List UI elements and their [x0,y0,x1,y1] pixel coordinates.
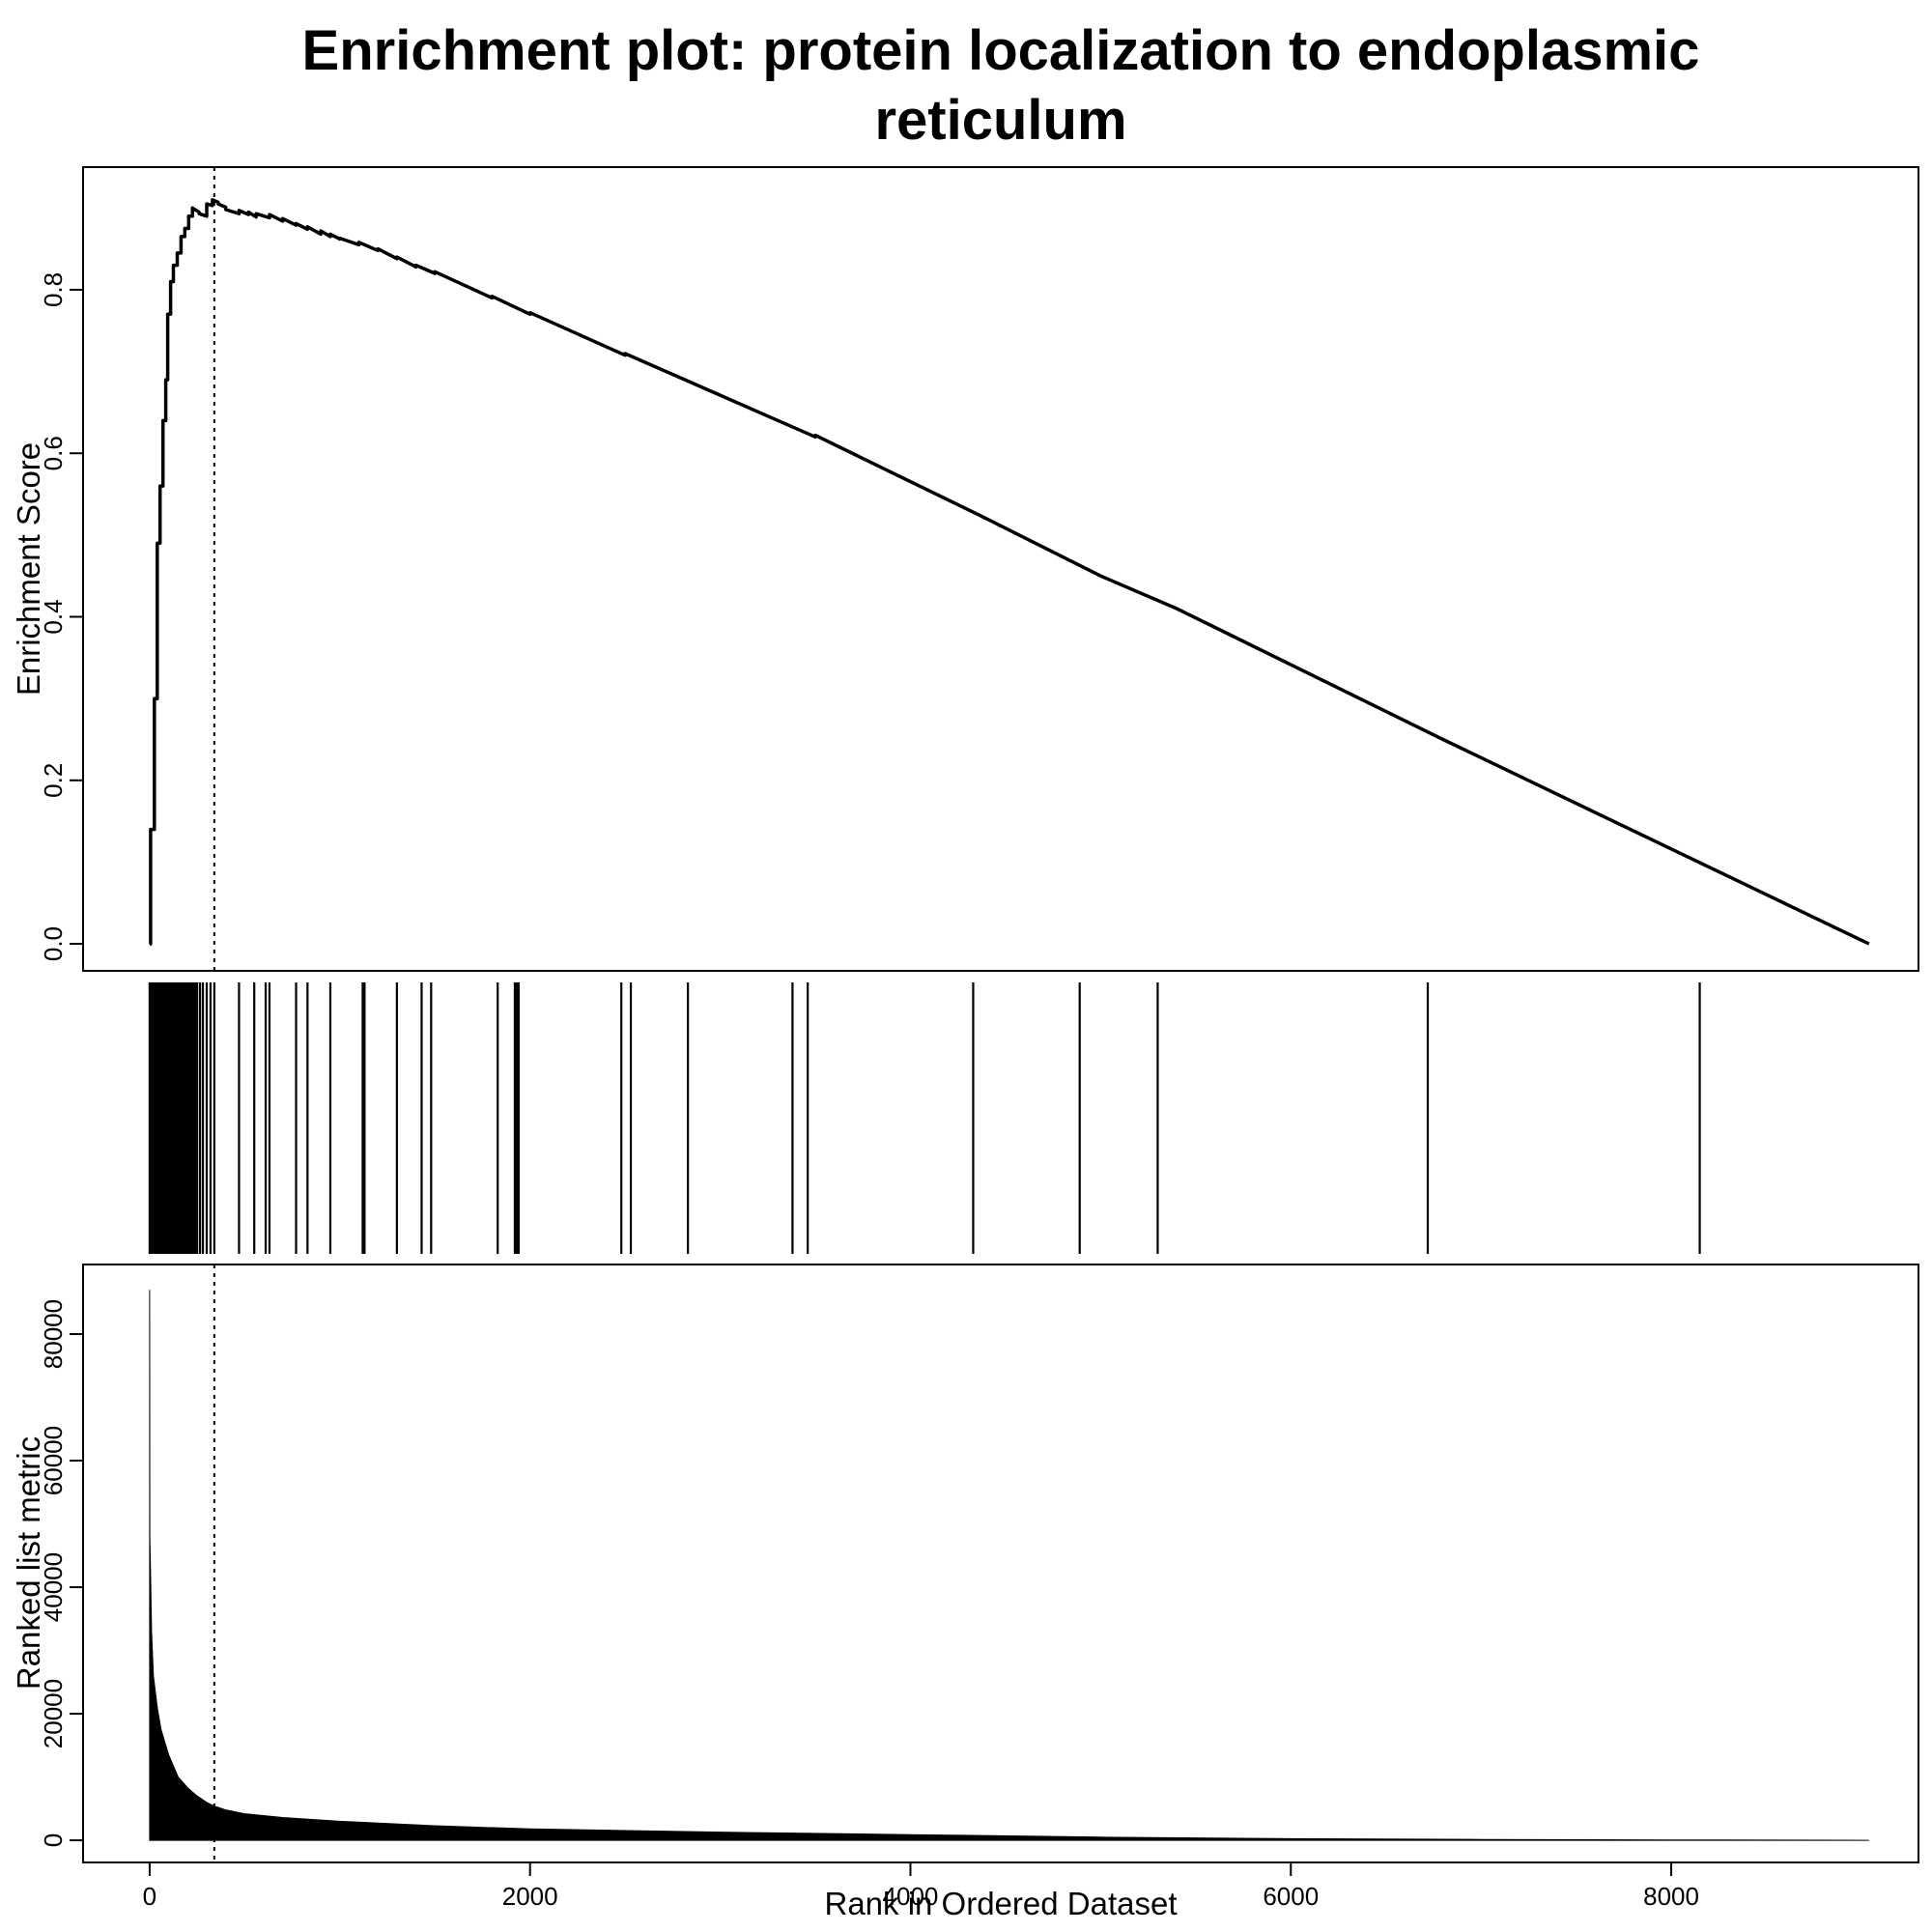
metric-y-tick-label: 80000 [39,1299,68,1369]
metric-x-axis: 0 2000 4000 6000 8000 [143,1862,1699,1911]
es-y-tick-label: 0.8 [39,272,68,307]
es-y-axis: 0.0 0.2 0.4 0.6 0.8 [39,272,83,961]
es-y-axis-label: Enrichment Score [11,442,46,696]
es-panel-frame [82,166,1919,972]
chart-title-line-1: Enrichment plot: protein localization to… [302,19,1700,82]
enrichment-score-line [149,198,1870,946]
gene-hits-barcode [148,982,1701,1254]
es-y-tick-label: 0.2 [39,763,68,798]
chart-title-line-2: reticulum [874,89,1126,152]
x-tick-label: 8000 [1643,1882,1699,1911]
es-y-tick-label: 0.4 [39,599,68,634]
metric-y-axis-label: Ranked list metric [11,1436,46,1690]
metric-panel-frame [82,1264,1919,1863]
es-y-tick-label: 0.6 [39,436,68,470]
metric-y-tick-label: 60000 [39,1426,68,1495]
metric-y-tick-label: 20000 [39,1679,68,1748]
es-y-tick-label: 0.0 [39,926,68,961]
metric-y-tick-label: 40000 [39,1552,68,1622]
x-tick-label: 0 [143,1882,156,1911]
metric-y-axis: 0 20000 40000 60000 80000 [39,1299,83,1847]
metric-y-tick-label: 0 [39,1833,68,1847]
x-tick-label: 2000 [502,1882,558,1911]
x-axis-label: Rank in Ordered Dataset [824,1886,1177,1921]
ranked-metric-area [149,1290,1869,1841]
x-tick-label: 4000 [883,1882,939,1911]
x-tick-label: 6000 [1263,1882,1319,1911]
